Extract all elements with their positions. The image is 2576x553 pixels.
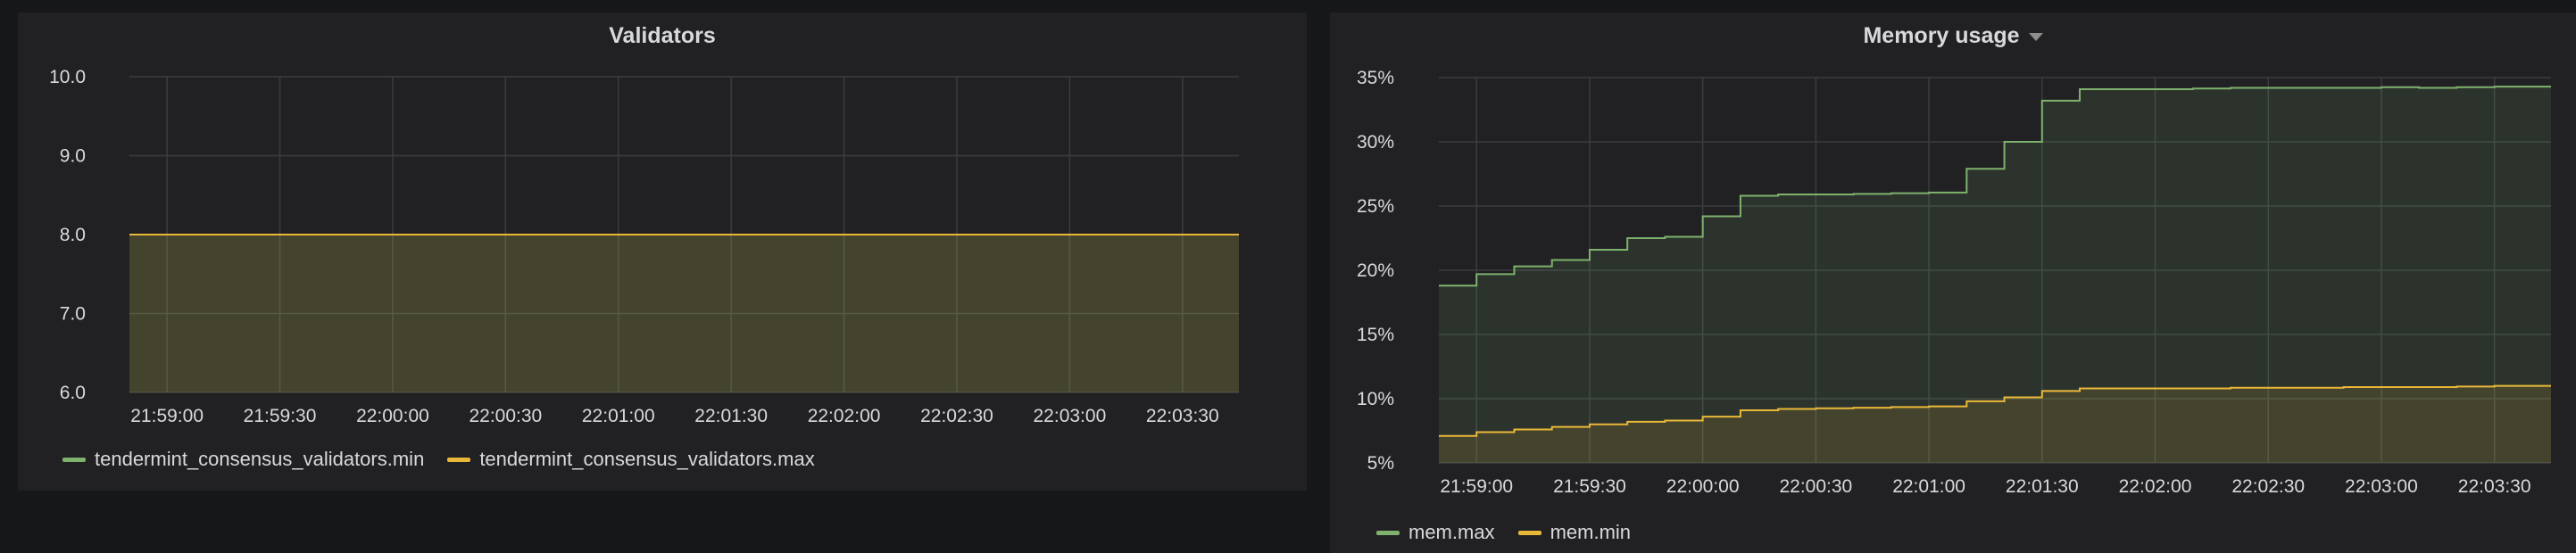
series-area-mem-min <box>1439 385 2551 463</box>
y-tick-label: 10% <box>1357 389 1394 409</box>
x-tick-label: 22:00:30 <box>1779 476 1852 497</box>
legend-swatch-mem-min <box>1517 530 1541 535</box>
series-line-mem-min[interactable] <box>1439 384 2551 437</box>
x-tick-label: 21:59:00 <box>1440 476 1513 497</box>
legend-swatch-validators-max <box>447 457 471 462</box>
panel-title-validators[interactable]: Validators <box>609 23 716 48</box>
memory-legend: mem.max mem.min <box>1376 521 1631 544</box>
x-tick-label: 22:01:30 <box>694 406 768 426</box>
memory-chart: 35% 30% 25% 20% 15% 10% 5% 21:59:00 21:59:30 22:0… <box>1357 68 2551 497</box>
x-tick-label: 22:02:30 <box>920 406 993 426</box>
legend-item-validators-min[interactable]: tendermint_consensus_validators.min <box>62 448 424 471</box>
x-tick-label: 22:01:00 <box>1892 476 1965 497</box>
x-tick-label: 21:59:30 <box>1553 476 1626 497</box>
x-tick-label: 21:59:30 <box>244 406 317 426</box>
chevron-down-icon[interactable] <box>2028 32 2043 41</box>
x-tick-label: 22:00:30 <box>469 406 542 426</box>
validators-panel: Validators 10.0 9.0 8.0 7.0 6.0 21:59:00 21:59… <box>18 12 1307 491</box>
series-area-mem-max <box>1439 87 2551 463</box>
validators-legend: tendermint_consensus_validators.min tend… <box>62 448 815 471</box>
y-tick-label: 5% <box>1367 453 1394 474</box>
legend-label-validators-max: tendermint_consensus_validators.max <box>479 448 815 470</box>
y-tick-label: 20% <box>1357 260 1394 281</box>
series-area-tendermint-consensus-validators-min <box>129 235 1239 392</box>
y-tick-label: 35% <box>1357 68 1394 88</box>
y-tick-label: 8.0 <box>60 225 86 245</box>
panel-title-memory-text: Memory usage <box>1863 23 2020 48</box>
x-tick-label: 22:02:00 <box>2119 476 2192 497</box>
legend-swatch-mem-max <box>1376 530 1400 535</box>
y-tick-label: 30% <box>1357 132 1394 153</box>
x-tick-label: 22:03:00 <box>1034 406 1107 426</box>
panel-title-memory[interactable]: Memory usage <box>1330 23 2576 49</box>
legend-item-mem-min[interactable]: mem.min <box>1517 521 1632 544</box>
legend-item-validators-max[interactable]: tendermint_consensus_validators.max <box>447 448 815 471</box>
y-tick-label: 10.0 <box>49 67 86 87</box>
y-tick-label: 9.0 <box>60 146 86 167</box>
y-tick-label: 7.0 <box>60 304 86 325</box>
x-tick-label: 22:03:30 <box>1146 406 1219 426</box>
y-tick-label: 25% <box>1357 196 1394 217</box>
legend-label-mem-min: mem.min <box>1550 521 1632 543</box>
y-tick-label: 15% <box>1357 325 1394 345</box>
x-tick-label: 22:00:00 <box>356 406 429 426</box>
x-tick-label: 22:01:00 <box>582 406 655 426</box>
series-area-tendermint-consensus-validators-max <box>129 235 1239 392</box>
series-line-mem-max[interactable] <box>1439 86 2551 287</box>
x-tick-label: 22:01:30 <box>2006 476 2079 497</box>
x-tick-label: 22:00:00 <box>1666 476 1740 497</box>
y-tick-label: 6.0 <box>60 383 86 403</box>
validators-chart: 10.0 9.0 8.0 7.0 6.0 21:59:00 21:59:30 22:00:00… <box>49 67 1239 426</box>
legend-swatch-validators-min <box>62 457 86 462</box>
legend-label-validators-min: tendermint_consensus_validators.min <box>95 448 425 470</box>
legend-label-mem-max: mem.max <box>1408 521 1495 543</box>
x-tick-label: 22:02:00 <box>808 406 881 426</box>
memory-panel: Memory usage 35% 30% 25% 20% 15% 10% 5% 21:59:0… <box>1330 12 2576 553</box>
legend-item-mem-max[interactable]: mem.max <box>1376 521 1495 544</box>
x-tick-label: 22:02:30 <box>2231 476 2305 497</box>
x-tick-label: 22:03:00 <box>2345 476 2418 497</box>
x-tick-label: 22:03:30 <box>2458 476 2531 497</box>
x-tick-label: 21:59:00 <box>130 406 204 426</box>
